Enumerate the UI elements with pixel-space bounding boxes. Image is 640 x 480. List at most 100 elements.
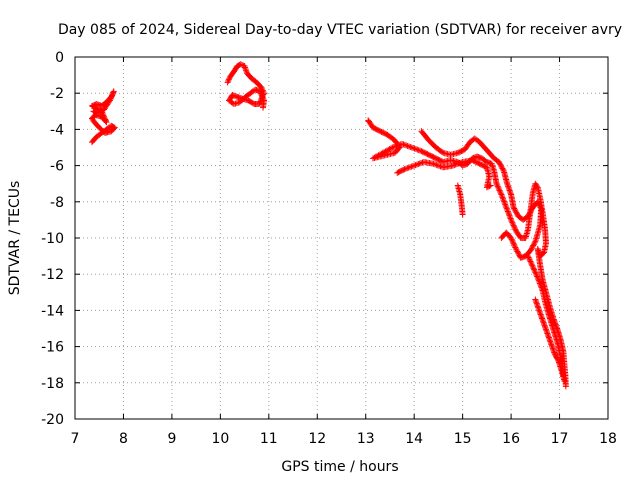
data-point bbox=[390, 143, 397, 150]
data-point bbox=[458, 159, 465, 166]
data-point bbox=[509, 237, 516, 244]
data-point bbox=[511, 223, 518, 230]
data-point bbox=[487, 182, 494, 189]
data-point bbox=[500, 195, 507, 202]
data-point bbox=[511, 206, 518, 213]
y-tick-label: 0 bbox=[55, 50, 64, 66]
data-point bbox=[533, 183, 540, 190]
data-point bbox=[413, 161, 420, 168]
data-point bbox=[512, 226, 519, 233]
data-point bbox=[537, 204, 544, 211]
data-point bbox=[411, 145, 418, 152]
data-point bbox=[504, 208, 511, 215]
data-point bbox=[532, 269, 539, 276]
data-point bbox=[107, 94, 114, 101]
data-point bbox=[539, 286, 546, 293]
data-point bbox=[498, 192, 505, 199]
data-point bbox=[498, 162, 505, 169]
data-point bbox=[103, 119, 110, 126]
data-point bbox=[507, 215, 514, 222]
data-point bbox=[562, 383, 569, 390]
data-point bbox=[532, 270, 539, 277]
data-point bbox=[531, 239, 538, 246]
data-point bbox=[504, 207, 511, 214]
data-point bbox=[414, 146, 421, 153]
data-point bbox=[431, 161, 438, 168]
data-point bbox=[412, 146, 419, 153]
data-point bbox=[410, 145, 417, 152]
data-point bbox=[404, 165, 411, 172]
data-point bbox=[496, 160, 503, 167]
data-point bbox=[537, 281, 544, 288]
data-point bbox=[527, 209, 534, 216]
data-point bbox=[514, 248, 521, 255]
data-point bbox=[402, 165, 409, 172]
data-point bbox=[509, 219, 516, 226]
data-point bbox=[509, 239, 516, 246]
data-point bbox=[449, 162, 456, 169]
data-point bbox=[102, 117, 109, 124]
data-point bbox=[554, 356, 561, 363]
x-tick-label: 18 bbox=[599, 431, 617, 447]
data-point bbox=[430, 160, 437, 167]
data-point bbox=[389, 144, 396, 151]
data-point bbox=[496, 187, 503, 194]
data-point bbox=[433, 161, 440, 168]
data-point bbox=[396, 141, 403, 148]
data-point bbox=[417, 147, 424, 154]
data-point bbox=[394, 142, 401, 149]
y-tick-label: -20 bbox=[41, 412, 64, 428]
data-point bbox=[225, 76, 232, 83]
x-tick-label: 17 bbox=[551, 431, 569, 447]
data-point bbox=[456, 160, 463, 167]
data-point bbox=[529, 243, 536, 250]
x-tick-label: 7 bbox=[71, 431, 80, 447]
y-tick-label: -18 bbox=[41, 376, 64, 392]
data-point bbox=[534, 274, 541, 281]
data-point bbox=[529, 263, 536, 270]
data-point bbox=[109, 92, 116, 99]
data-point bbox=[528, 245, 535, 252]
data-point bbox=[439, 149, 446, 156]
data-point bbox=[237, 61, 244, 68]
data-point bbox=[510, 222, 517, 229]
data-point bbox=[416, 160, 423, 167]
data-point bbox=[515, 249, 522, 256]
data-point bbox=[401, 141, 408, 148]
data-point bbox=[506, 212, 513, 219]
data-point bbox=[101, 115, 108, 122]
chart-title: Day 085 of 2024, Sidereal Day-to-day VTE… bbox=[58, 22, 622, 38]
data-point bbox=[511, 225, 518, 232]
data-point bbox=[495, 158, 502, 165]
data-point bbox=[452, 161, 459, 168]
data-point bbox=[502, 202, 509, 209]
data-point bbox=[485, 183, 492, 190]
data-point bbox=[530, 242, 537, 249]
data-point bbox=[503, 205, 510, 212]
x-axis-label: GPS time / hours bbox=[281, 459, 398, 475]
x-tick-label: 16 bbox=[502, 431, 520, 447]
data-point bbox=[436, 162, 443, 169]
data-point bbox=[505, 209, 512, 216]
data-point bbox=[497, 190, 504, 197]
data-point bbox=[497, 161, 504, 168]
y-tick-label: -16 bbox=[41, 340, 64, 356]
data-point bbox=[412, 162, 419, 169]
data-point bbox=[399, 140, 406, 147]
data-point bbox=[499, 233, 506, 240]
x-tick-label: 12 bbox=[308, 431, 326, 447]
data-point bbox=[455, 160, 462, 167]
data-point bbox=[415, 147, 422, 154]
data-point bbox=[525, 211, 532, 218]
data-point bbox=[418, 160, 425, 167]
data-point bbox=[536, 280, 543, 287]
data-point bbox=[486, 183, 493, 190]
data-point bbox=[528, 259, 535, 266]
data-point bbox=[505, 211, 512, 218]
data-point bbox=[392, 143, 399, 150]
data-point bbox=[437, 163, 444, 170]
data-point bbox=[509, 220, 516, 227]
data-point bbox=[108, 93, 115, 100]
data-point bbox=[495, 184, 502, 191]
data-point bbox=[534, 198, 541, 205]
